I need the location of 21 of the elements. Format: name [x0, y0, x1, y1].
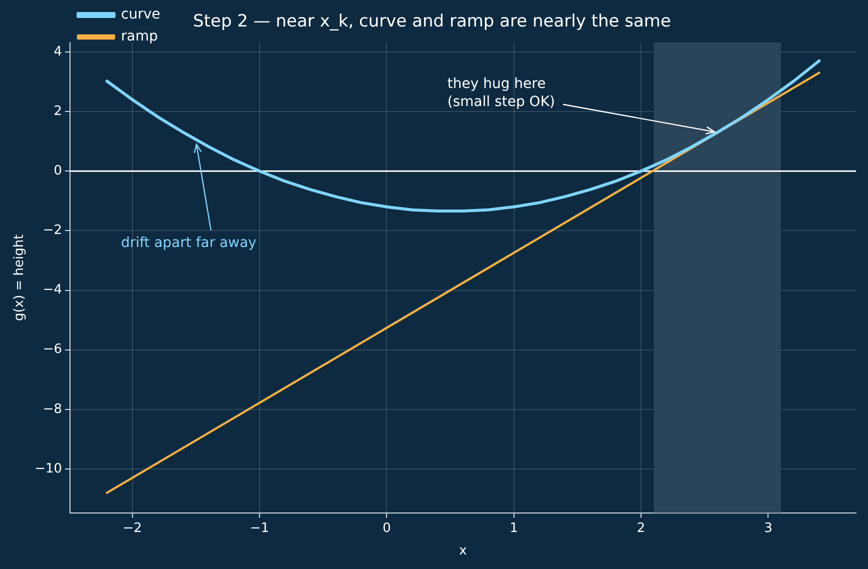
y-tick-label: −2: [42, 223, 62, 238]
x-tick-label: 0: [382, 520, 391, 536]
y-tick-label: −6: [42, 342, 62, 358]
x-tick-label: 2: [636, 520, 646, 536]
y-tick-label: 0: [54, 163, 62, 178]
annotation: drift apart far away: [120, 234, 256, 251]
y-tick-label: −8: [42, 402, 62, 417]
y-tick-label: −4: [42, 282, 62, 298]
y-tick-label: −10: [34, 461, 62, 476]
x-axis-title: x: [459, 544, 468, 559]
legend-label: curve: [121, 6, 160, 23]
x-tick-label: −2: [122, 520, 142, 536]
annotation: they hug here (small step OK): [447, 76, 555, 110]
chart-title: Step 2 — near x_k, curve and ramp are nearly the same: [193, 12, 671, 32]
x-tick-label: 1: [510, 520, 518, 536]
legend-label: ramp: [121, 28, 158, 45]
x-tick-label: 3: [764, 520, 772, 536]
y-tick-label: 2: [54, 104, 62, 119]
x-tick-label: −1: [250, 520, 270, 536]
y-tick-label: 4: [54, 44, 62, 60]
y-axis-title: g(x) = height: [12, 234, 28, 321]
